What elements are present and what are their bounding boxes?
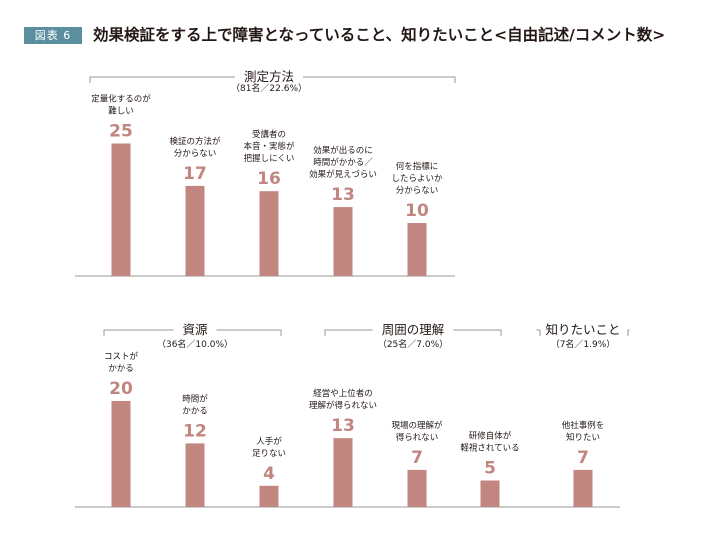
data-label: 16 [257, 169, 281, 189]
category-label: 時間がかかる／ [313, 157, 373, 168]
data-label: 13 [331, 416, 355, 436]
category-label: 分からない [396, 186, 439, 196]
category-label: 効果が出るのに [313, 145, 373, 156]
group-bracket-left [324, 329, 373, 336]
data-label: 7 [577, 448, 589, 468]
group-bracket-left [536, 329, 541, 336]
category-label: 現場の理解が [391, 420, 443, 431]
bar [111, 401, 131, 507]
data-label: 20 [109, 379, 133, 399]
category-label: 他社事例を [562, 420, 605, 431]
category-label: かかる [182, 406, 208, 416]
category-label: したらよいか [391, 174, 443, 184]
category-label: 人手が [256, 436, 282, 447]
data-label: 25 [109, 122, 133, 142]
data-label: 12 [183, 421, 207, 441]
group-bracket-right [627, 329, 630, 336]
group-bracket-left [103, 329, 174, 336]
bar [259, 485, 279, 507]
data-label: 4 [263, 464, 275, 484]
category-label: 得られない [396, 432, 439, 443]
data-label: 7 [411, 448, 423, 468]
group-note: （7名／1.9%） [551, 338, 616, 350]
figure-badge: 図表 6 [24, 27, 82, 44]
category-label: 受講者の [252, 129, 286, 140]
group-bracket-right [453, 329, 502, 336]
bar [573, 469, 593, 507]
group-title: 周囲の理解 [382, 322, 445, 337]
category-label: コストが [104, 351, 139, 362]
figure-title: 効果検証をする上で障害となっていること、知りたいこと<自由記述/コメント数> [93, 26, 666, 44]
group-bracket-right [303, 76, 456, 83]
data-label: 5 [484, 459, 496, 479]
category-label: 定量化するのが [91, 94, 151, 105]
bar [333, 207, 353, 276]
bar [111, 143, 131, 276]
category-label: 分からない [174, 149, 217, 159]
category-label: 理解が得られない [309, 400, 377, 411]
category-label: 知りたい [566, 432, 600, 443]
bar [185, 443, 205, 507]
group-title: 知りたいこと [545, 322, 620, 337]
group-note: （81名／22.6%） [231, 82, 307, 94]
category-label: 本音・実態が [243, 141, 295, 152]
bar [407, 469, 427, 507]
group-bracket-left [89, 76, 235, 83]
category-label: かかる [108, 364, 134, 374]
bar [407, 223, 427, 276]
data-label: 10 [405, 201, 429, 221]
data-label: 17 [183, 164, 207, 184]
group-bracket-right [216, 329, 282, 336]
category-label: 時間が [182, 393, 208, 404]
category-label: 経営や上位者の [313, 388, 373, 399]
bar [185, 185, 205, 276]
bar [480, 480, 500, 507]
category-label: 何を指標に [396, 161, 439, 172]
category-label: 研修自体が [469, 431, 512, 442]
bar [259, 191, 279, 276]
group-title: 測定方法 [244, 69, 294, 84]
group-note: （25名／7.0%） [378, 338, 448, 350]
category-label: 軽視されている [460, 443, 519, 454]
category-label: 足りない [252, 449, 286, 459]
data-label: 13 [331, 185, 355, 205]
bar [333, 438, 353, 507]
category-label: 効果が見えづらい [309, 169, 377, 180]
group-title: 資源 [182, 322, 208, 337]
category-label: 検証の方法が [169, 136, 221, 147]
category-label: 難しい [108, 106, 134, 117]
category-label: 把握しにくい [244, 153, 295, 164]
group-note: （36名／10.0%） [157, 338, 233, 350]
